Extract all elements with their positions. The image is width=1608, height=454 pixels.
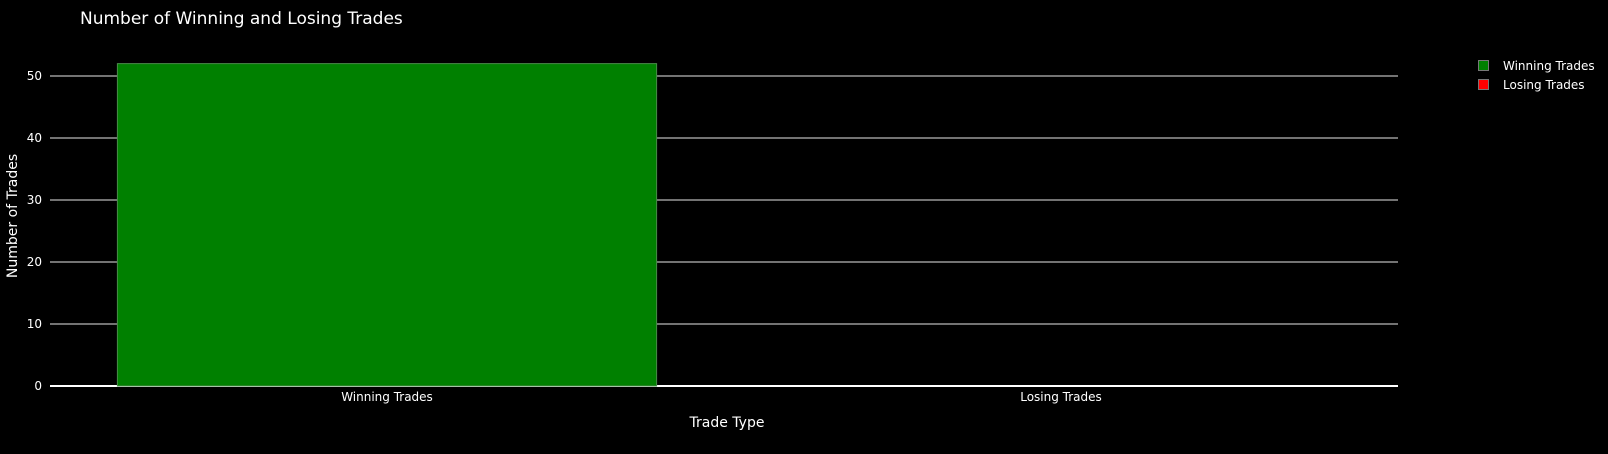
x-axis-ticks: Winning Trades Losing Trades xyxy=(341,390,1102,404)
y-tick-label: 10 xyxy=(27,317,42,331)
legend-swatch xyxy=(1478,79,1489,90)
x-tick-label: Losing Trades xyxy=(1020,390,1102,404)
legend-swatch xyxy=(1478,60,1489,71)
y-tick-label: 30 xyxy=(27,193,42,207)
y-tick-label: 0 xyxy=(34,379,42,393)
y-axis-ticks: 0 10 20 30 40 50 xyxy=(27,69,42,393)
legend-label: Winning Trades xyxy=(1503,58,1595,73)
legend-label: Losing Trades xyxy=(1503,77,1585,92)
bars xyxy=(116,63,658,387)
bar-winning-trades[interactable] xyxy=(116,63,658,387)
legend: Winning Trades Losing Trades xyxy=(1478,56,1595,94)
legend-item-winning-trades[interactable]: Winning Trades xyxy=(1478,56,1595,75)
x-axis-label: Trade Type xyxy=(689,415,765,431)
legend-item-losing-trades[interactable]: Losing Trades xyxy=(1478,75,1595,94)
chart-title: Number of Winning and Losing Trades xyxy=(80,9,403,29)
y-tick-label: 20 xyxy=(27,255,42,269)
x-tick-label: Winning Trades xyxy=(341,390,433,404)
y-tick-label: 40 xyxy=(27,131,42,145)
y-tick-label: 50 xyxy=(27,69,42,83)
y-axis-label: Number of Trades xyxy=(5,154,21,278)
